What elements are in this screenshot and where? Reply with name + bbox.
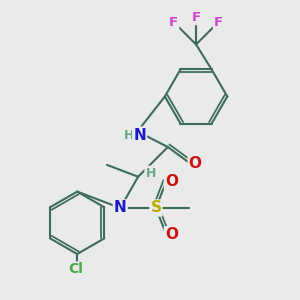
Text: O: O (165, 174, 178, 189)
Text: F: F (169, 16, 178, 29)
Text: N: N (133, 128, 146, 142)
Text: H: H (124, 129, 134, 142)
Text: O: O (165, 227, 178, 242)
Text: F: F (214, 16, 223, 29)
Text: F: F (191, 11, 201, 24)
Text: S: S (150, 200, 161, 215)
Text: O: O (189, 156, 202, 171)
Text: Cl: Cl (68, 262, 83, 277)
Text: N: N (114, 200, 127, 215)
Text: H: H (146, 167, 156, 180)
